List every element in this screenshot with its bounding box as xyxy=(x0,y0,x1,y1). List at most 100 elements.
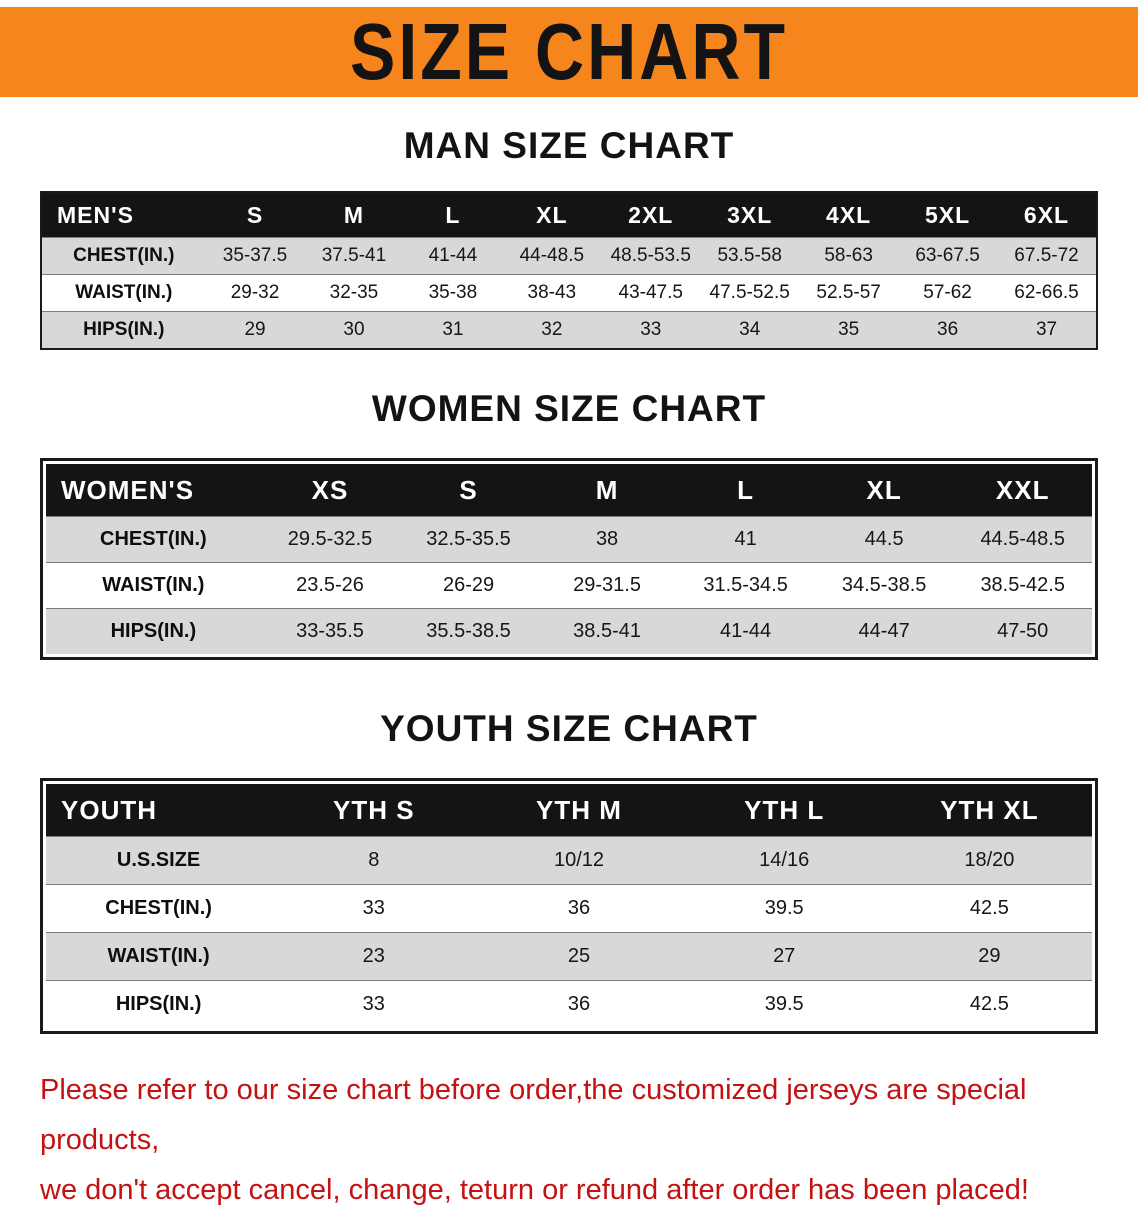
value-cell: 35 xyxy=(799,311,899,348)
size-header-cell: XS xyxy=(260,464,400,517)
women-size-table: WOMEN'S XS S M L XL XXL CHEST(IN.) 29.5-32.5 32.5… xyxy=(46,464,1092,654)
value-cell: 44-47 xyxy=(814,608,954,654)
value-cell: 58-63 xyxy=(799,237,899,275)
row-label-cell: HIPS(IN.) xyxy=(46,608,261,654)
value-cell: 36 xyxy=(476,884,682,933)
value-cell: 42.5 xyxy=(886,884,1092,933)
size-header-cell: L xyxy=(403,193,503,238)
size-header-cell: L xyxy=(676,464,815,517)
value-cell: 38-43 xyxy=(502,274,602,312)
value-cell: 29-31.5 xyxy=(537,562,677,609)
value-cell: 42.5 xyxy=(886,980,1092,1028)
value-cell: 39.5 xyxy=(681,884,887,933)
value-cell: 39.5 xyxy=(681,980,887,1028)
row-label-cell: U.S.SIZE xyxy=(46,836,272,885)
value-cell: 63-67.5 xyxy=(898,237,998,275)
size-header-cell: XL xyxy=(814,464,954,517)
value-cell: 34.5-38.5 xyxy=(814,562,954,609)
table-row: HIPS(IN.) 33-35.5 35.5-38.5 38.5-41 41-44 44-… xyxy=(46,608,1092,654)
disclaimer-line-1: Please refer to our size chart before or… xyxy=(40,1074,1027,1156)
value-cell: 33 xyxy=(271,980,477,1028)
table-row: CHEST(IN.) 33 36 39.5 42.5 xyxy=(46,884,1092,933)
value-cell: 67.5-72 xyxy=(997,237,1096,275)
table-title-cell: YOUTH xyxy=(46,784,272,837)
table-title-cell: WOMEN'S xyxy=(46,464,261,517)
size-header-cell: M xyxy=(304,193,404,238)
disclaimer: Please refer to our size chart before or… xyxy=(40,1066,1100,1216)
value-cell: 31.5-34.5 xyxy=(676,562,815,609)
size-header-cell: S xyxy=(205,193,305,238)
value-cell: 34 xyxy=(700,311,800,348)
value-cell: 43-47.5 xyxy=(601,274,701,312)
men-section-title: MAN SIZE CHART xyxy=(403,125,735,166)
table-row: CHEST(IN.) 35-37.5 37.5-41 41-44 44-48.5 48.5… xyxy=(42,237,1096,275)
youth-section-title: YOUTH SIZE CHART xyxy=(380,708,758,749)
size-header-cell: 4XL xyxy=(799,193,899,238)
value-cell: 29 xyxy=(205,311,305,348)
table-row: WAIST(IN.) 23 25 27 29 xyxy=(46,932,1092,981)
table-row: HIPS(IN.) 33 36 39.5 42.5 xyxy=(46,980,1092,1028)
value-cell: 18/20 xyxy=(886,836,1092,885)
table-row: U.S.SIZE 8 10/12 14/16 18/20 xyxy=(46,836,1092,885)
value-cell: 35-38 xyxy=(403,274,503,312)
size-header-cell: 5XL xyxy=(898,193,998,238)
women-size-table-container: WOMEN'S XS S M L XL XXL CHEST(IN.) 29.5-32.5 32.5… xyxy=(40,458,1098,660)
table-row: WAIST(IN.) 29-32 32-35 35-38 38-43 43-47.5 47.… xyxy=(42,274,1096,312)
disclaimer-line-2: we don't accept cancel, change, teturn o… xyxy=(40,1173,1029,1206)
men-size-table: MEN'S S M L XL 2XL 3XL 4XL 5XL 6XL CHEST(IN.) 35-37… xyxy=(42,193,1096,348)
value-cell: 32-35 xyxy=(304,274,404,312)
row-label-cell: CHEST(IN.) xyxy=(46,884,272,933)
women-section-title: WOMEN SIZE CHART xyxy=(371,388,767,429)
value-cell: 35.5-38.5 xyxy=(399,608,538,654)
value-cell: 47.5-52.5 xyxy=(700,274,800,312)
value-cell: 30 xyxy=(304,311,404,348)
value-cell: 47-50 xyxy=(953,608,1092,654)
size-header-cell: XXL xyxy=(953,464,1092,517)
youth-size-table: YOUTH YTH S YTH M YTH L YTH XL U.S.SIZE 8 10/12… xyxy=(46,784,1092,1028)
value-cell: 52.5-57 xyxy=(799,274,899,312)
value-cell: 41-44 xyxy=(403,237,503,275)
value-cell: 38.5-42.5 xyxy=(953,562,1092,609)
table-row: WAIST(IN.) 23.5-26 26-29 29-31.5 31.5-34.5 34… xyxy=(46,562,1092,609)
banner-title: SIZE CHART xyxy=(350,7,788,97)
size-header-cell: S xyxy=(399,464,538,517)
value-cell: 36 xyxy=(476,980,682,1028)
row-label-cell: HIPS(IN.) xyxy=(46,980,272,1028)
value-cell: 44.5 xyxy=(814,516,954,563)
value-cell: 57-62 xyxy=(898,274,998,312)
value-cell: 38.5-41 xyxy=(537,608,677,654)
table-row: CHEST(IN.) 29.5-32.5 32.5-35.5 38 41 44.5 44.5… xyxy=(46,516,1092,563)
value-cell: 38 xyxy=(537,516,677,563)
youth-size-table-container: YOUTH YTH S YTH M YTH L YTH XL U.S.SIZE 8 10/12… xyxy=(40,778,1098,1034)
value-cell: 35-37.5 xyxy=(205,237,305,275)
value-cell: 32.5-35.5 xyxy=(399,516,538,563)
value-cell: 62-66.5 xyxy=(997,274,1096,312)
value-cell: 23 xyxy=(271,932,477,981)
value-cell: 53.5-58 xyxy=(700,237,800,275)
value-cell: 26-29 xyxy=(399,562,538,609)
value-cell: 14/16 xyxy=(681,836,887,885)
value-cell: 36 xyxy=(898,311,998,348)
value-cell: 23.5-26 xyxy=(260,562,400,609)
size-header-cell: YTH M xyxy=(476,784,682,837)
row-label-cell: CHEST(IN.) xyxy=(46,516,261,563)
value-cell: 27 xyxy=(681,932,887,981)
value-cell: 44-48.5 xyxy=(502,237,602,275)
value-cell: 48.5-53.5 xyxy=(601,237,701,275)
size-header-cell: 6XL xyxy=(997,193,1096,238)
value-cell: 33-35.5 xyxy=(260,608,400,654)
value-cell: 8 xyxy=(271,836,477,885)
size-header-cell: XL xyxy=(502,193,602,238)
size-header-cell: M xyxy=(537,464,677,517)
row-label-cell: WAIST(IN.) xyxy=(42,274,206,312)
row-label-cell: WAIST(IN.) xyxy=(46,562,261,609)
value-cell: 44.5-48.5 xyxy=(953,516,1092,563)
size-header-cell: 3XL xyxy=(700,193,800,238)
value-cell: 29.5-32.5 xyxy=(260,516,400,563)
size-header-cell: YTH XL xyxy=(886,784,1092,837)
value-cell: 25 xyxy=(476,932,682,981)
table-title-cell: MEN'S xyxy=(42,193,206,238)
value-cell: 33 xyxy=(601,311,701,348)
table-header-row: MEN'S S M L XL 2XL 3XL 4XL 5XL 6XL xyxy=(42,193,1096,238)
row-label-cell: CHEST(IN.) xyxy=(42,237,206,275)
